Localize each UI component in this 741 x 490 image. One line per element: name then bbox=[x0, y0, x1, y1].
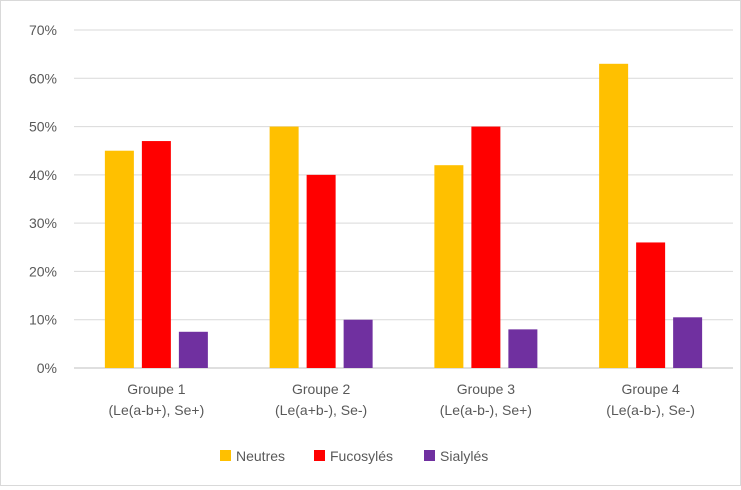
bar bbox=[141, 141, 171, 368]
x-category-label: Groupe 4 bbox=[621, 381, 680, 397]
bar bbox=[471, 126, 501, 368]
legend-swatch bbox=[314, 450, 325, 461]
bar bbox=[599, 63, 629, 369]
bar bbox=[178, 331, 208, 368]
bar bbox=[508, 329, 538, 368]
x-category-label: Groupe 1 bbox=[127, 381, 186, 397]
legend-label: Fucosylés bbox=[330, 448, 393, 464]
x-category-label: Groupe 2 bbox=[292, 381, 351, 397]
y-tick-label: 0% bbox=[37, 360, 57, 376]
legend-swatch bbox=[220, 450, 231, 461]
y-axis-tick-labels: 0% 10% 20% 30% 40% 50% 60% 70% bbox=[29, 22, 57, 376]
legend-swatch bbox=[424, 450, 435, 461]
bar bbox=[269, 126, 299, 368]
x-category-label: (Le(a-b+), Se+) bbox=[109, 402, 205, 418]
gridlines bbox=[74, 29, 733, 369]
bar bbox=[343, 319, 373, 368]
x-category-label: (Le(a-b-), Se+) bbox=[440, 402, 532, 418]
bar bbox=[673, 317, 703, 368]
y-tick-label: 40% bbox=[29, 167, 57, 183]
bar bbox=[306, 174, 336, 368]
x-category-label: Groupe 3 bbox=[457, 381, 516, 397]
legend-label: Neutres bbox=[236, 448, 285, 464]
y-tick-label: 20% bbox=[29, 263, 57, 279]
y-tick-label: 50% bbox=[29, 119, 57, 135]
y-tick-label: 10% bbox=[29, 312, 57, 328]
y-tick-label: 70% bbox=[29, 22, 57, 38]
bar bbox=[434, 165, 464, 368]
x-axis-category-labels: Groupe 1 (Le(a-b+), Se+) Groupe 2 (Le(a+b-)… bbox=[109, 381, 695, 418]
bar bbox=[104, 150, 134, 368]
x-category-label: (Le(a+b-), Se-) bbox=[275, 402, 367, 418]
bar bbox=[636, 242, 666, 368]
legend: Neutres Fucosylés Sialylés bbox=[220, 448, 488, 464]
legend-label: Sialylés bbox=[440, 448, 488, 464]
y-tick-label: 60% bbox=[29, 70, 57, 86]
bars bbox=[104, 63, 703, 369]
y-tick-label: 30% bbox=[29, 215, 57, 231]
x-category-label: (Le(a-b-), Se-) bbox=[606, 402, 695, 418]
